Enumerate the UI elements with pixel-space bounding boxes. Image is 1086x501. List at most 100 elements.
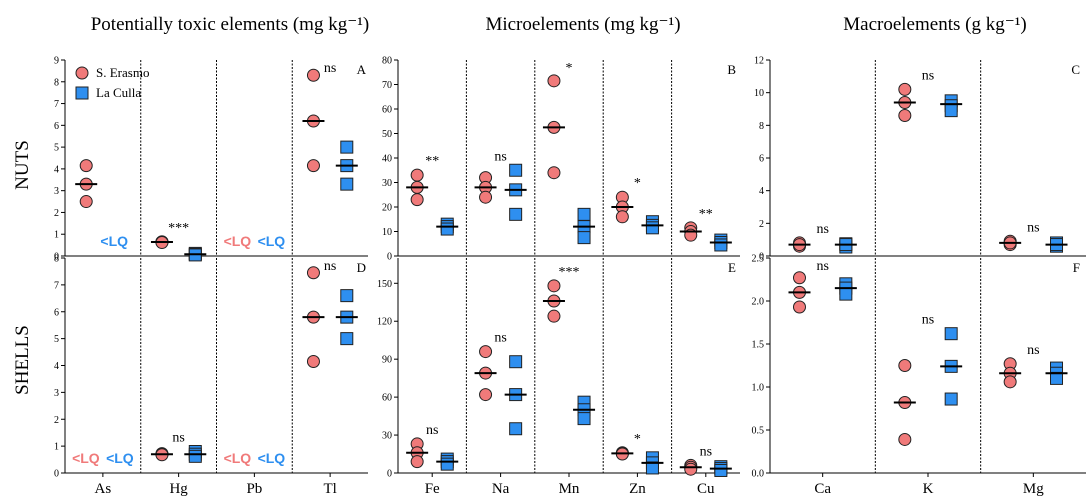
point-s-erasmo [410,193,424,207]
row-label-shells: SHELLS [12,325,33,395]
y-tick-label: 90 [382,355,392,366]
significance-label: ns [922,68,934,83]
point-la-culla [944,104,958,118]
point-la-culla [944,327,958,341]
y-tick-label: 0.5 [752,426,765,437]
point-s-erasmo [410,168,424,182]
point-la-culla [509,163,523,177]
y-tick-label: 2 [54,208,59,219]
point-s-erasmo [898,359,912,372]
point-la-culla [440,222,454,236]
point-la-culla [440,457,454,471]
point-s-erasmo [898,109,912,123]
point-s-erasmo [898,82,912,96]
significance-label: ns [922,313,934,328]
title-microelements: Microelements (mg kg⁻¹) [485,14,680,35]
point-la-culla [577,412,591,426]
significance-label: * [634,432,641,447]
legend-label-s-erasmo: S. Erasmo [96,65,149,80]
significance-label: ns [1027,220,1039,235]
y-tick-label: 50 [382,129,392,140]
y-tick-label: 20 [382,203,392,214]
point-la-culla [577,231,591,245]
y-tick-label: 9 [54,56,59,67]
panel-letter: D [357,260,366,275]
significance-label: ns [816,259,828,274]
legend-label-la-culla: La Culla [96,85,141,100]
y-tick-label: 6 [759,154,764,165]
lq-label: <LQ [224,450,252,466]
y-tick-label: 10 [382,227,392,238]
x-tick-label: Cu [697,481,715,497]
significance-label: ** [425,154,439,169]
point-s-erasmo [898,432,912,446]
point-la-culla [188,449,202,463]
point-la-culla [509,207,523,221]
y-tick-label: 120 [377,317,392,328]
significance-label: ns [700,444,712,459]
y-tick-label: 2 [759,219,764,230]
y-tick-label: 80 [382,56,392,67]
significance-label: ns [426,423,438,438]
y-tick-label: 1.0 [752,383,765,394]
y-tick-label: 1.5 [752,340,765,351]
panel-f: 0.0 0.5 1.0 1.5 2.0 2.5 Fns Ca ns Kns Mg [752,254,1086,497]
y-tick-label: 6 [54,307,59,318]
panel-letter: E [728,260,736,275]
significance-label: ns [816,222,828,237]
y-tick-label: 0 [759,252,764,263]
x-tick-label: Mg [1023,481,1044,497]
y-tick-label: 7 [54,280,59,291]
y-tick-label: 1 [54,230,59,241]
lq-label: <LQ [72,450,100,466]
significance-label: ns [324,259,336,274]
y-tick-label: 0.0 [752,469,765,480]
lq-label: <LQ [106,450,134,466]
y-tick-label: 150 [377,279,392,290]
y-tick-label: 0 [54,252,59,263]
significance-label: ns [324,61,336,76]
x-tick-label: Zn [629,481,646,497]
point-la-culla [714,463,728,477]
significance-label: *** [168,221,189,236]
y-tick-label: 8 [54,77,59,88]
y-tick-label: 4 [54,361,59,372]
point-s-erasmo [479,190,493,204]
y-tick-label: 0 [54,469,59,480]
significance-label: ns [494,149,506,164]
legend-circle-marker [75,66,89,80]
point-la-culla [340,332,354,346]
lq-label: <LQ [258,233,286,249]
point-la-culla [839,287,853,301]
x-tick-label: K [923,481,934,497]
y-tick-label: 8 [759,121,764,132]
y-tick-label: 2.0 [752,297,765,308]
y-tick-label: 12 [754,56,764,67]
y-tick-label: 8 [54,254,59,265]
y-tick-label: 2 [54,415,59,426]
legend: S. Erasmo La Culla [75,65,149,100]
y-tick-label: 0 [387,252,392,263]
y-tick-label: 30 [382,178,392,189]
point-s-erasmo [479,345,493,359]
significance-label: * [566,61,573,76]
y-tick-label: 10 [754,88,764,99]
panel-a: 0 1 2 3 4 5 6 7 8 9 A <LQ *** <LQ <LQ ns S. Erasmo La Cul… [54,56,368,263]
panel-letter: A [357,62,367,77]
y-tick-label: 5 [54,143,59,154]
y-tick-label: 3 [54,388,59,399]
y-tick-label: 3 [54,186,59,197]
point-la-culla [340,140,354,154]
point-la-culla [714,238,728,252]
point-s-erasmo [479,388,493,402]
point-s-erasmo [410,455,424,469]
title-macroelements: Macroelements (g kg⁻¹) [843,14,1027,35]
point-la-culla [509,422,523,436]
point-s-erasmo [306,159,320,173]
point-s-erasmo [1003,375,1017,389]
significance-label: ns [494,331,506,346]
panel-d: 0 1 2 3 4 5 6 7 8 D <LQ <LQ As ns Hg <LQ <LQ Pb ns Tl [54,254,368,497]
x-tick-label: Ca [814,481,831,497]
x-tick-label: Fe [425,481,440,497]
